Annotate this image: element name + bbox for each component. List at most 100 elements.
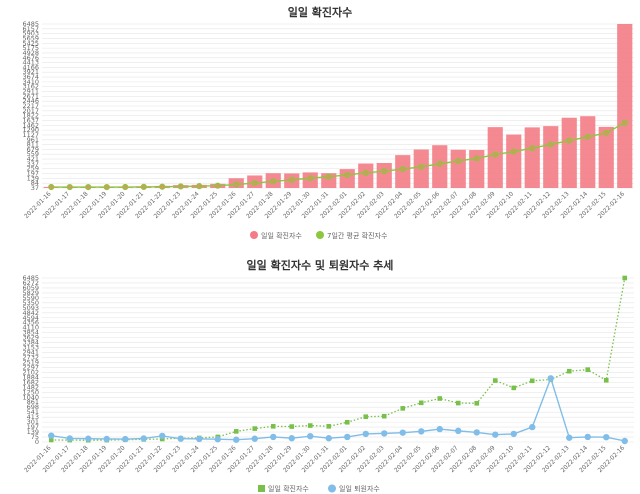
point-1-2022-02-08[interactable] (473, 155, 480, 162)
point-1-2022-02-01[interactable] (344, 171, 351, 179)
legend-item-daily-cases-2[interactable]: 일일 확진자수 (258, 484, 309, 493)
point-0-2022-01-16[interactable] (48, 437, 54, 443)
point-1-2022-02-11[interactable] (529, 145, 536, 152)
point-0-2022-02-07[interactable] (455, 400, 461, 406)
point-0-2022-02-11[interactable] (529, 378, 535, 384)
point-0-2022-02-09[interactable] (492, 378, 498, 383)
point-1-2022-02-03[interactable] (381, 168, 388, 175)
point-1-2022-02-02[interactable] (362, 169, 369, 176)
point-1-2022-02-14[interactable] (584, 433, 591, 441)
bar-2022-02-11[interactable] (524, 127, 540, 188)
point-1-2022-01-30[interactable] (307, 432, 314, 440)
point-1-2022-02-05[interactable] (418, 163, 425, 170)
point-0-2022-02-13[interactable] (566, 368, 572, 374)
point-1-2022-02-12[interactable] (547, 375, 554, 382)
point-1-2022-01-22[interactable] (159, 183, 166, 190)
point-0-2022-01-30[interactable] (307, 423, 313, 428)
point-0-2022-02-08[interactable] (474, 401, 480, 406)
point-1-2022-01-24[interactable] (196, 183, 203, 190)
legend-item-7day-average[interactable]: 7일간 평균 확진자수 (316, 231, 388, 240)
point-1-2022-02-13[interactable] (566, 137, 573, 144)
legend-label-daily-cases-2: 일일 확진자수 (268, 484, 309, 493)
point-0-2022-01-31[interactable] (326, 424, 332, 429)
point-1-2022-01-31[interactable] (325, 173, 332, 180)
point-1-2022-02-16[interactable] (621, 119, 628, 126)
point-1-2022-01-29[interactable] (288, 176, 295, 183)
bar-2022-02-03[interactable] (376, 162, 392, 188)
point-1-2022-01-31[interactable] (325, 435, 332, 442)
point-1-2022-01-19[interactable] (103, 435, 110, 443)
point-0-2022-01-26[interactable] (233, 429, 239, 434)
point-1-2022-02-12[interactable] (547, 141, 554, 148)
point-1-2022-01-21[interactable] (140, 183, 147, 191)
point-1-2022-01-25[interactable] (214, 182, 221, 189)
point-1-2022-02-15[interactable] (603, 129, 610, 137)
point-0-2022-02-04[interactable] (400, 406, 406, 411)
point-1-2022-02-04[interactable] (399, 429, 406, 436)
point-0-2022-02-01[interactable] (344, 419, 350, 425)
point-1-2022-02-01[interactable] (344, 433, 351, 441)
point-1-2022-02-07[interactable] (455, 427, 462, 435)
bar-2022-02-12[interactable] (543, 126, 559, 188)
bar-2022-02-16[interactable] (617, 24, 633, 188)
point-1-2022-01-21[interactable] (140, 435, 147, 442)
point-1-2022-02-03[interactable] (381, 430, 388, 437)
point-1-2022-02-02[interactable] (362, 430, 369, 438)
point-1-2022-01-24[interactable] (196, 435, 203, 443)
point-1-2022-02-14[interactable] (584, 133, 591, 140)
bar-2022-02-10[interactable] (506, 134, 522, 188)
point-1-2022-01-20[interactable] (122, 183, 129, 191)
point-0-2022-01-27[interactable] (252, 426, 258, 431)
point-1-2022-02-05[interactable] (418, 428, 425, 435)
point-1-2022-01-19[interactable] (103, 184, 110, 191)
point-1-2022-02-07[interactable] (455, 157, 462, 165)
point-0-2022-02-16[interactable] (622, 275, 628, 281)
point-1-2022-02-09[interactable] (492, 151, 499, 158)
point-0-2022-01-29[interactable] (289, 424, 295, 429)
point-1-2022-01-23[interactable] (177, 183, 184, 190)
point-1-2022-01-26[interactable] (233, 436, 240, 443)
point-0-2022-01-28[interactable] (270, 424, 276, 429)
point-1-2022-01-18[interactable] (85, 435, 92, 442)
point-1-2022-01-27[interactable] (251, 435, 258, 442)
point-1-2022-01-30[interactable] (307, 175, 314, 182)
point-0-2022-02-05[interactable] (418, 400, 424, 406)
bar-2022-02-13[interactable] (561, 117, 577, 188)
bar-2022-02-14[interactable] (580, 116, 596, 188)
point-0-2022-02-06[interactable] (437, 396, 443, 401)
point-1-2022-02-11[interactable] (529, 423, 536, 431)
point-1-2022-02-06[interactable] (436, 160, 443, 167)
point-1-2022-01-16[interactable] (48, 183, 55, 191)
point-1-2022-02-10[interactable] (510, 148, 517, 155)
point-1-2022-01-29[interactable] (288, 435, 295, 442)
point-1-2022-02-09[interactable] (492, 431, 499, 438)
point-1-2022-01-28[interactable] (270, 178, 277, 185)
point-0-2022-02-15[interactable] (603, 377, 609, 383)
point-1-2022-01-27[interactable] (251, 179, 258, 187)
point-1-2022-02-13[interactable] (566, 434, 573, 441)
point-1-2022-01-26[interactable] (233, 181, 240, 188)
point-1-2022-01-18[interactable] (85, 184, 92, 191)
point-1-2022-02-16[interactable] (621, 437, 628, 445)
point-0-2022-02-03[interactable] (381, 413, 387, 419)
point-1-2022-02-06[interactable] (436, 425, 443, 433)
point-1-2022-01-17[interactable] (66, 183, 73, 191)
point-1-2022-01-28[interactable] (270, 433, 277, 441)
point-0-2022-02-02[interactable] (363, 414, 369, 420)
point-1-2022-01-20[interactable] (122, 435, 129, 443)
point-1-2022-02-04[interactable] (399, 166, 406, 173)
point-0-2022-02-14[interactable] (585, 367, 591, 372)
point-1-2022-01-22[interactable] (159, 432, 166, 440)
legend-item-discharges[interactable]: 일일 퇴원자수 (328, 484, 380, 493)
point-0-2022-02-10[interactable] (511, 385, 517, 391)
point-1-2022-02-10[interactable] (510, 430, 517, 438)
point-1-2022-01-23[interactable] (177, 435, 184, 442)
point-1-2022-01-25[interactable] (214, 436, 221, 443)
bar-2022-02-15[interactable] (598, 126, 614, 188)
point-1-2022-02-08[interactable] (473, 429, 480, 436)
point-1-2022-01-16[interactable] (48, 432, 55, 439)
bar-2022-02-07[interactable] (450, 149, 466, 188)
point-1-2022-01-17[interactable] (66, 435, 73, 442)
point-1-2022-02-15[interactable] (603, 433, 610, 441)
legend-item-daily-cases[interactable]: 일일 확진자수 (250, 231, 302, 240)
